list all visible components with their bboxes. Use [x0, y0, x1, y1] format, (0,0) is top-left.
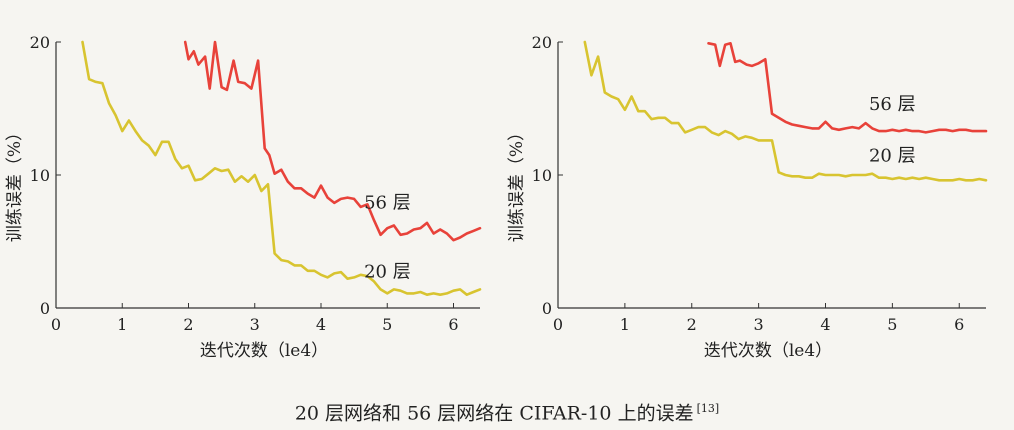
x-tick-label: 6: [954, 315, 964, 334]
x-tick-label: 3: [250, 315, 260, 334]
x-tick-label: 1: [620, 315, 630, 334]
series-label: 56 层: [869, 94, 916, 115]
series-label: 56 层: [364, 192, 411, 213]
x-tick-label: 0: [553, 315, 563, 334]
x-tick-label: 5: [887, 315, 897, 334]
series-line-20-layer: [81, 40, 482, 297]
x-axis-title: 迭代次数（le4）: [200, 341, 328, 361]
x-axis-title: 迭代次数（le4）: [704, 341, 832, 361]
y-tick-label: 10: [30, 166, 50, 185]
y-tick-label: 20: [532, 33, 552, 52]
y-tick-label: 0: [542, 299, 552, 318]
caption-reference: [13]: [696, 402, 720, 415]
caption-text: 20 层网络和 56 层网络在 CIFAR-10 上的误差: [294, 402, 694, 425]
y-tick-label: 20: [30, 33, 50, 52]
x-tick-label: 6: [448, 315, 458, 334]
series-line-56-layer: [707, 41, 988, 134]
x-tick-label: 0: [51, 315, 61, 334]
x-tick-label: 1: [117, 315, 127, 334]
y-tick-label: 0: [40, 299, 50, 318]
x-tick-label: 2: [687, 315, 697, 334]
figure-canvas: 0 1 2 3 4 5 6 0 10 20 迭代次数（le4） 训练误差（%） 56 层 20 层 0 1 2 3…: [5, 33, 988, 361]
series-label: 20 层: [364, 261, 411, 282]
series-line-56-layer: [183, 40, 482, 242]
y-axis-title: 训练误差（%）: [5, 124, 25, 242]
x-tick-label: 4: [820, 315, 830, 334]
x-tick-label: 4: [316, 315, 326, 334]
y-axis-title: 训练误差（%）: [507, 124, 527, 242]
x-tick-label: 5: [382, 315, 392, 334]
series-line-20-layer: [583, 40, 988, 182]
x-tick-label: 3: [754, 315, 764, 334]
figure-caption: 20 层网络和 56 层网络在 CIFAR-10 上的误差 [13]: [0, 392, 1014, 426]
chart-panel-2: 0 1 2 3 4 5 6 0 10 20 迭代次数（le4） 训练误差（%） 56 层 20 层: [507, 33, 988, 361]
series-label: 20 层: [869, 146, 916, 167]
y-tick-label: 10: [532, 166, 552, 185]
x-tick-label: 2: [183, 315, 193, 334]
chart-panel-1: 0 1 2 3 4 5 6 0 10 20 迭代次数（le4） 训练误差（%） 56 层 20 层: [5, 33, 482, 361]
